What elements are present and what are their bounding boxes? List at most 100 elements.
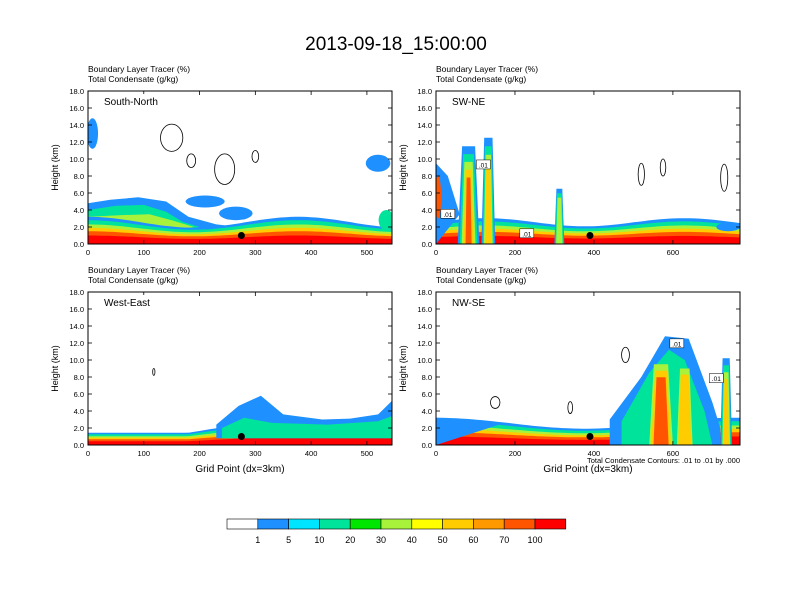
location-marker <box>586 433 594 440</box>
convective-plume <box>485 163 492 244</box>
plot-area: .01 .01 <box>436 336 740 445</box>
plot-area: .01 .01 .01 <box>436 137 740 244</box>
contour-label: .01 <box>479 162 488 169</box>
x-axis-label: Grid Point (dx=3km) <box>195 464 284 475</box>
panel-title-bg <box>100 94 170 108</box>
y-tick-label: 8.0 <box>422 172 432 181</box>
location-marker <box>237 433 245 440</box>
colorbar-swatch <box>226 518 259 530</box>
y-tick-label: 0.0 <box>422 240 432 249</box>
x-tick-label: 600 <box>667 248 680 257</box>
contour-label-box <box>519 228 535 239</box>
panel-title-bg <box>448 94 484 108</box>
y-tick-label: 12.0 <box>69 138 84 147</box>
y-tick-label: 18.0 <box>69 288 84 297</box>
condensate-contour <box>621 346 630 363</box>
y-tick-label: 8.0 <box>422 373 432 382</box>
y-tick-label: 0.0 <box>74 240 84 249</box>
y-tick-label: 8.0 <box>74 373 84 382</box>
condensate-contour <box>567 401 574 414</box>
colorbar-label: 10 <box>314 535 324 545</box>
y-tick-label: 12.0 <box>417 138 432 147</box>
elevated-layer <box>185 195 225 208</box>
y-tick-label: 2.0 <box>422 424 432 433</box>
colorbar-swatch <box>319 518 351 530</box>
panel-header-tracer: Boundary Layer Tracer (%) <box>436 64 538 74</box>
colorbar-label: 100 <box>527 535 542 545</box>
tracer-band <box>436 235 740 244</box>
colorbar: 1 5 10 20 30 40 50 60 70 100 <box>226 518 567 545</box>
contour-label-box <box>476 159 491 170</box>
tracer-band <box>221 416 392 439</box>
tracer-blob <box>716 222 740 232</box>
colorbar-swatch <box>257 518 289 530</box>
contour-label-box <box>709 373 724 383</box>
panel-header-tracer: Boundary Layer Tracer (%) <box>436 265 538 275</box>
x-tick-label: 200 <box>193 449 206 458</box>
x-tick-label: 500 <box>361 449 374 458</box>
x-tick-label: 300 <box>249 248 262 257</box>
y-tick-label: 16.0 <box>417 305 432 314</box>
panel-header-condensate: Total Condensate (g/kg) <box>88 275 178 285</box>
x-tick-label: 0 <box>434 248 438 257</box>
y-tick-label: 10.0 <box>69 155 84 164</box>
convective-plume <box>678 374 692 445</box>
x-tick-label: 0 <box>86 449 90 458</box>
x-tick-label: 400 <box>588 449 601 458</box>
y-tick-label: 2.0 <box>422 223 432 232</box>
condensate-contour <box>490 396 501 409</box>
y-tick-label: 4.0 <box>74 206 84 215</box>
y-tick-label: 14.0 <box>69 121 84 130</box>
y-tick-label: 6.0 <box>74 189 84 198</box>
convective-plume <box>653 377 669 445</box>
x-axis-label: Grid Point (dx=3km) <box>543 464 632 475</box>
panel-header-condensate: Total Condensate (g/kg) <box>88 74 178 84</box>
panel-sw-ne: Boundary Layer Tracer (%)Total Condensat… <box>398 64 741 257</box>
x-tick-label: 400 <box>588 248 601 257</box>
x-tick-label: 200 <box>193 248 206 257</box>
y-tick-label: 14.0 <box>69 322 84 331</box>
contour-label: .01 <box>443 212 452 219</box>
plot-frame <box>435 90 741 245</box>
contour-label: .01 <box>672 341 681 348</box>
colorbar-label: 20 <box>345 535 355 545</box>
panel-title: SW-NE <box>452 97 485 108</box>
condensate-contour <box>214 153 236 185</box>
plot-frame <box>87 90 393 245</box>
y-tick-label: 2.0 <box>74 424 84 433</box>
colorbar-swatch <box>288 518 320 530</box>
y-axis-label: Height (km) <box>50 345 60 392</box>
convective-plume <box>465 177 472 244</box>
x-tick-label: 100 <box>138 449 151 458</box>
y-tick-label: 10.0 <box>69 356 84 365</box>
y-tick-label: 18.0 <box>417 87 432 96</box>
x-tick-label: 200 <box>509 248 522 257</box>
y-tick-label: 4.0 <box>422 206 432 215</box>
x-tick-label: 400 <box>305 449 318 458</box>
condensate-contour <box>152 368 156 376</box>
y-axis-label: Height (km) <box>398 144 408 191</box>
colorbar-swatch <box>534 518 567 530</box>
y-tick-label: 16.0 <box>69 305 84 314</box>
x-tick-label: 0 <box>434 449 438 458</box>
panel-title-bg <box>100 295 159 309</box>
elevated-layer <box>219 206 253 221</box>
panel-title: South-North <box>104 97 158 108</box>
y-tick-label: 6.0 <box>422 390 432 399</box>
y-tick-label: 14.0 <box>417 121 432 130</box>
convective-plume <box>436 163 460 244</box>
y-tick-label: 10.0 <box>417 155 432 164</box>
y-tick-label: 12.0 <box>417 339 432 348</box>
plot-frame <box>435 291 741 446</box>
panel-south-north: Boundary Layer Tracer (%)Total Condensat… <box>50 64 393 257</box>
figure-title: 2013-09-18_15:00:00 <box>305 34 487 55</box>
location-marker <box>586 232 594 239</box>
colorbar-label: 30 <box>376 535 386 545</box>
panel-header-tracer: Boundary Layer Tracer (%) <box>88 64 190 74</box>
tracer-band <box>88 235 392 244</box>
y-tick-label: 6.0 <box>74 390 84 399</box>
colorbar-label: 60 <box>468 535 478 545</box>
panel-header-tracer: Boundary Layer Tracer (%) <box>88 265 190 275</box>
y-tick-label: 0.0 <box>422 441 432 450</box>
x-tick-label: 100 <box>138 248 151 257</box>
